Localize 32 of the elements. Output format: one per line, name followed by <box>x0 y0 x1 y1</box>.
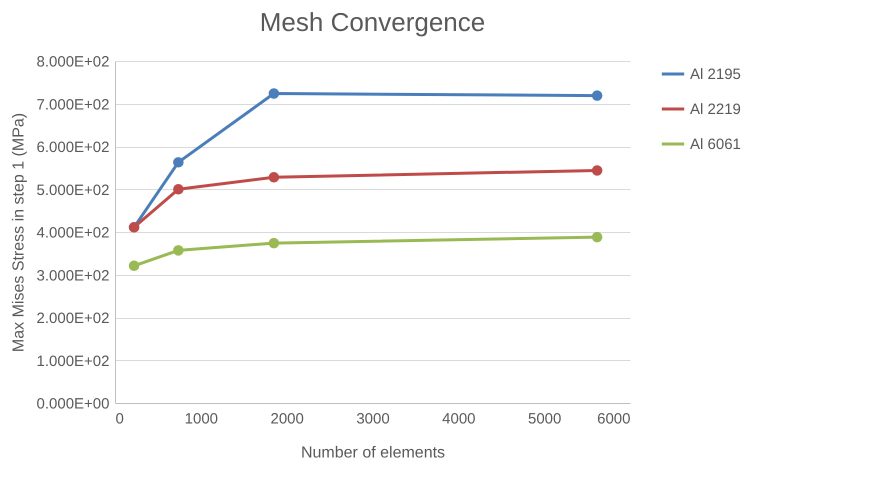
y-tick-label: 5.000E+02 <box>36 182 110 199</box>
chart-title: Mesh Convergence <box>260 7 486 37</box>
x-tick-label: 0 <box>116 410 124 428</box>
point <box>173 245 184 256</box>
point <box>128 260 140 272</box>
y-tick-label: 8.000E+02 <box>36 54 110 70</box>
y-tick-label: 1.000E+02 <box>36 352 110 370</box>
y-tick-label: 7.000E+02 <box>36 96 110 114</box>
y-tick-label: 4.000E+02 <box>36 224 110 242</box>
point <box>592 165 602 176</box>
point <box>268 238 280 248</box>
point <box>592 90 602 101</box>
x-tick-label: 6000 <box>597 410 630 428</box>
point <box>268 88 280 99</box>
point <box>592 232 602 242</box>
point <box>173 157 184 168</box>
y-axis-title: Max Mises Stress in step 1 (MPa) <box>10 112 28 352</box>
y-tick-label: 2.000E+02 <box>36 310 110 327</box>
y-tick-label: 6.000E+02 <box>36 139 110 156</box>
legend-label: Al 2219 <box>690 101 741 118</box>
x-tick-label: 1000 <box>184 410 218 428</box>
x-tick-label: 3000 <box>356 410 390 428</box>
x-axis-title: Number of elements <box>300 444 446 462</box>
y-tick-label: 3.000E+02 <box>36 267 110 284</box>
y-tick-label: 0.000E+00 <box>36 396 110 412</box>
point <box>173 184 184 194</box>
point <box>268 172 280 183</box>
x-tick-label: 4000 <box>442 410 476 428</box>
legend-label: Al 6061 <box>690 136 741 153</box>
legend-label: Al 2195 <box>690 66 741 83</box>
x-tick-label: 2000 <box>270 410 304 428</box>
x-tick-label: 5000 <box>528 410 562 428</box>
